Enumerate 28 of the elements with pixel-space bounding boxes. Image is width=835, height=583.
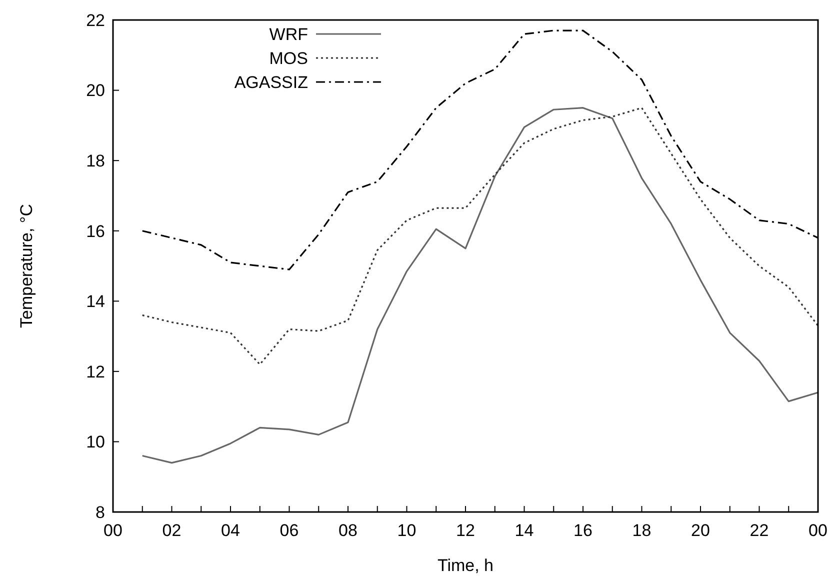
x-tick-label: 16 [574,521,592,540]
y-tick-label: 8 [96,502,105,522]
x-tick-label: 02 [162,521,182,540]
line-series [142,107,819,366]
y-tick-label: 18 [86,152,105,171]
legend-label: WRF [269,24,308,44]
x-tick-label: 06 [280,521,299,540]
y-tick-label: 20 [86,81,105,100]
x-tick-label: 18 [632,521,652,540]
legend-label: MOS [269,48,308,68]
y-tick-label: 10 [86,432,105,452]
x-tick-label: 10 [397,521,416,540]
x-tick-label: 08 [338,521,358,540]
y-tick-label: 22 [86,10,105,30]
y-axis-title: Temperature, °C [17,204,36,328]
x-tick-label: 04 [221,521,240,540]
x-tick-label: 12 [456,521,475,540]
line-series [142,107,819,464]
x-tick-label: 00 [808,521,828,540]
legend-label: AGASSIZ [234,72,308,92]
x-axis-title: Time, h [437,556,494,575]
x-tick-label: 14 [514,521,534,540]
y-tick-label: 14 [86,292,105,312]
x-tick-label: 22 [750,521,769,540]
y-tick-label: 16 [86,222,105,241]
x-tick-label: 20 [691,521,710,540]
y-tick-label: 12 [86,362,105,382]
x-tick-label: 00 [104,521,122,540]
